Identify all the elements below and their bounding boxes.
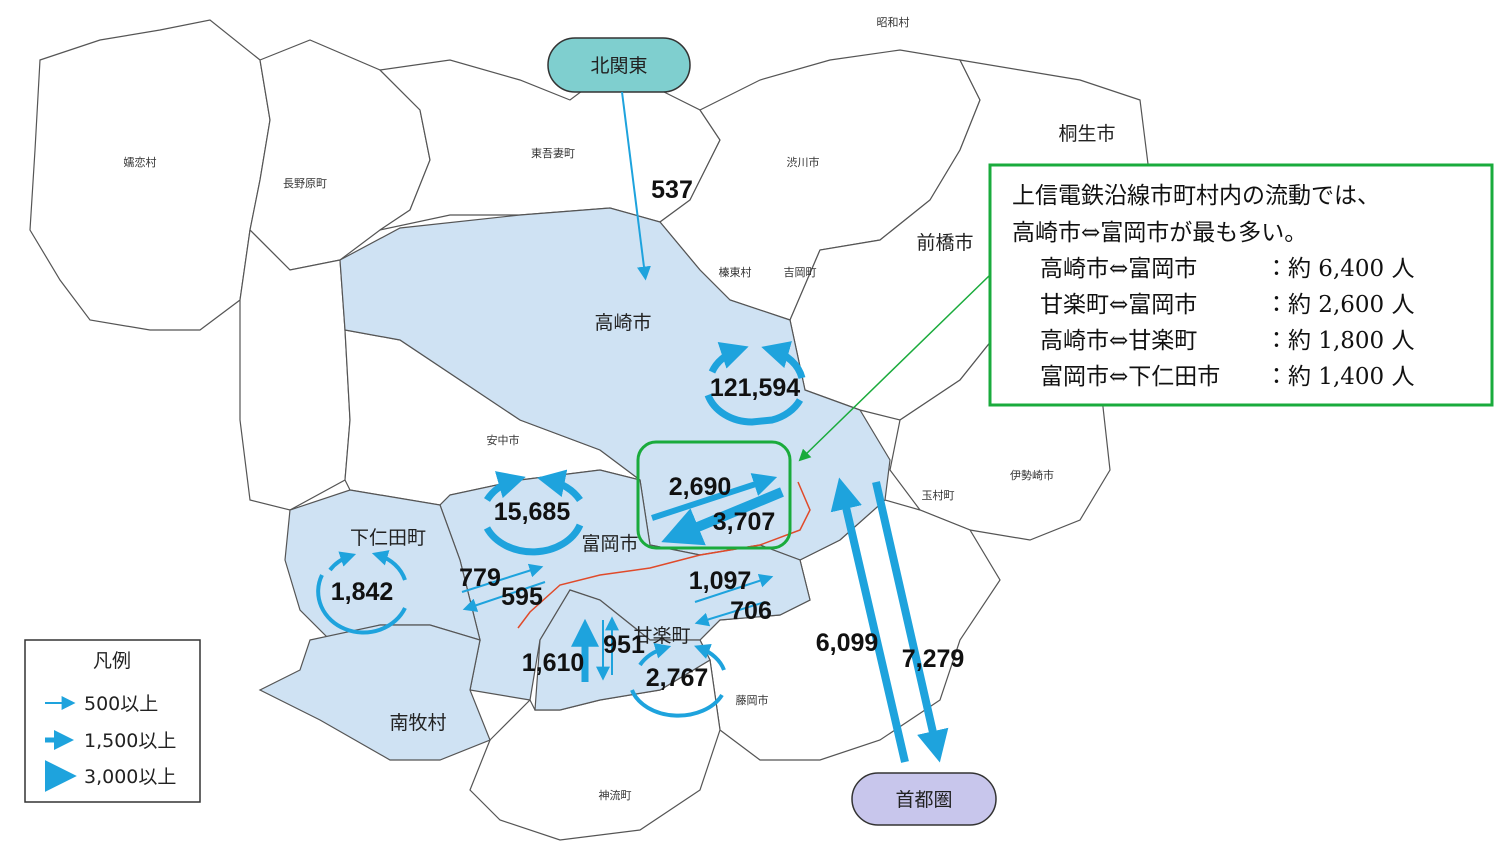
arrow [461, 563, 544, 593]
legend-label: 500以上 [84, 693, 158, 715]
flow-arrows [316, 91, 949, 763]
callout-pair: 富岡市⇔下仁田市 [1040, 364, 1220, 390]
flow-value: 537 [651, 176, 693, 204]
place-label: 東吾妻町 [531, 147, 575, 160]
flow-value: 7,279 [902, 645, 965, 673]
callout-value: ：約 1,800 人 [1265, 328, 1414, 354]
callout-pointer [798, 274, 991, 462]
place-label: 玉村町 [922, 488, 955, 502]
flow-value: 706 [730, 597, 772, 625]
loop-arrow [371, 550, 407, 581]
arrow [830, 477, 909, 763]
legend-label: 1,500以上 [84, 730, 176, 752]
callout-pair: 高崎市⇔富岡市 [1040, 256, 1197, 282]
place-label: 甘楽町 [633, 625, 690, 647]
arrow [694, 573, 774, 603]
place-label: 渋川市 [787, 156, 820, 169]
callout-pair: 高崎市⇔甘楽町 [1040, 328, 1197, 354]
flow-value: 2,767 [646, 664, 709, 692]
arrow [694, 601, 766, 627]
place-label: 昭和村 [877, 15, 910, 29]
place-label: 桐生市 [1058, 123, 1115, 145]
place-label: 藤岡市 [736, 694, 769, 707]
callout-value: ：約 1,400 人 [1265, 364, 1414, 390]
flow-value: 951 [603, 631, 645, 659]
place-label: 神流町 [599, 788, 632, 802]
flow-value: 15,685 [494, 498, 571, 526]
flow-values: 537 121,594 2,690 3,707 15,685 1,842 779… [331, 176, 965, 692]
place-labels: 昭和村 桐生市 嬬恋村 長野原町 東吾妻町 渋川市 前橋市 榛東村 吉岡町 高崎… [124, 15, 1116, 802]
flow-value: 1,097 [689, 567, 752, 595]
node-label: 首都圏 [895, 789, 952, 811]
callout-line: 上信電鉄沿線市町村内の流動では、 [1012, 183, 1380, 209]
flow-value: 121,594 [710, 374, 800, 402]
callout-pair: 甘楽町⇔富岡市 [1040, 292, 1197, 318]
arrow [462, 581, 546, 612]
legend-label: 3,000以上 [84, 766, 176, 788]
callout-box [988, 163, 1494, 407]
flow-value: 6,099 [816, 629, 879, 657]
flow-value: 595 [501, 583, 543, 611]
place-label: 前橋市 [916, 232, 973, 254]
node-label: 北関東 [590, 55, 647, 77]
place-label: 吉岡町 [784, 266, 817, 279]
loop-arrow [694, 643, 726, 671]
flow-value: 3,707 [713, 508, 776, 536]
loop-arrow [483, 523, 584, 556]
place-label: 南牧村 [389, 712, 446, 734]
arrow [872, 481, 949, 763]
node-capital [851, 772, 997, 826]
loop-arrow [328, 551, 357, 572]
place-label: 長野原町 [283, 177, 327, 190]
flow-value: 2,690 [669, 473, 732, 501]
loop-arrow [704, 393, 804, 426]
legend-title: 凡例 [93, 650, 131, 672]
callout-value: ：約 2,600 人 [1265, 292, 1414, 318]
place-label: 富岡市 [581, 533, 638, 555]
callout-value: ：約 6,400 人 [1265, 256, 1414, 282]
node-north [547, 37, 691, 93]
place-label: 高崎市 [594, 312, 651, 334]
place-label: 伊勢崎市 [1010, 468, 1054, 482]
callout-line: 高崎市⇔富岡市が最も多い。 [1012, 220, 1307, 246]
flow-value: 779 [459, 564, 501, 592]
loop-arrow [484, 471, 526, 502]
arrow [621, 91, 651, 281]
place-label: 下仁田町 [350, 527, 426, 549]
place-label: 榛東村 [719, 265, 752, 279]
loop-arrow [316, 574, 407, 635]
highlight-box [636, 440, 792, 550]
flow-value: 1,842 [331, 578, 394, 606]
place-label: 嬬恋村 [124, 155, 157, 169]
place-label: 安中市 [487, 434, 520, 447]
arrow [661, 487, 784, 546]
loop-arrow [638, 643, 672, 667]
railway [517, 481, 811, 629]
loop-arrow [761, 341, 806, 380]
loop-arrow [708, 341, 749, 374]
loop-arrow [630, 689, 724, 718]
loop-arrow [537, 469, 583, 503]
flow-value: 1,610 [522, 649, 585, 677]
